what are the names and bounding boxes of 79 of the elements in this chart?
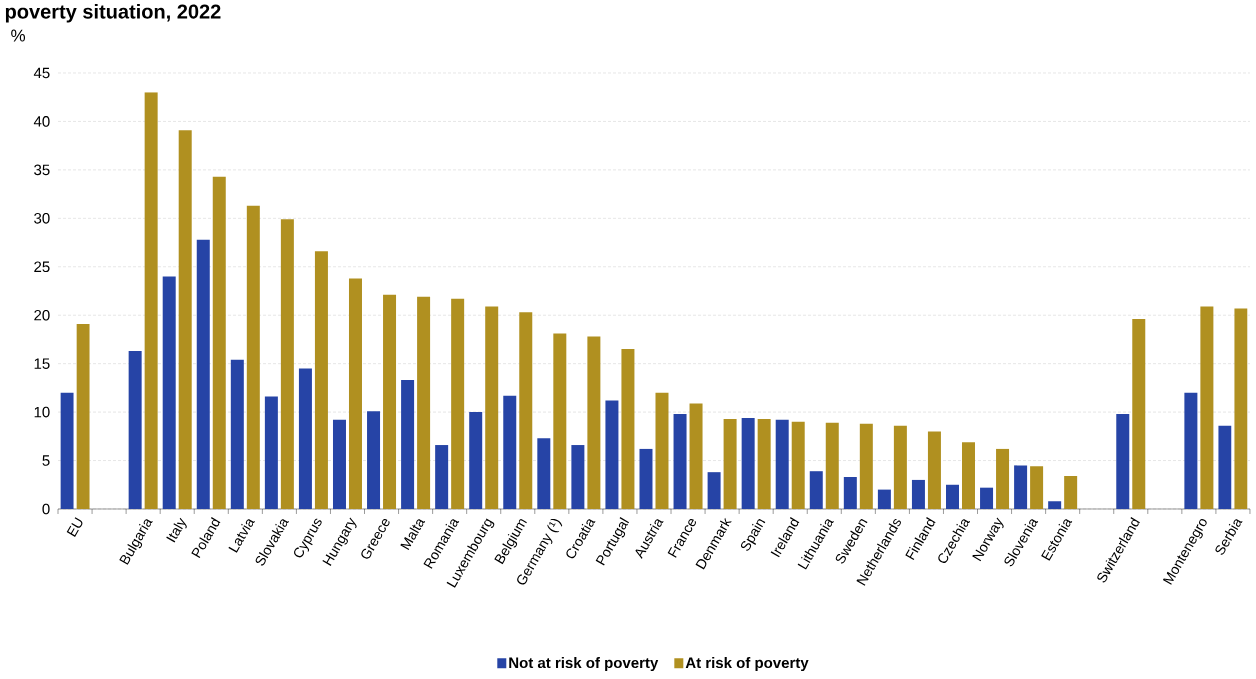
bar: [348, 278, 362, 509]
bar: [1234, 308, 1248, 509]
bar: [128, 351, 142, 509]
bar: [980, 487, 994, 509]
bar: [264, 396, 278, 509]
bar: [1218, 425, 1232, 509]
y-tick-label: 15: [34, 358, 50, 369]
bar: [1048, 501, 1062, 509]
bar: [825, 422, 839, 509]
bar: [196, 239, 210, 509]
y-tick-label: 30: [34, 213, 50, 224]
bar: [791, 421, 805, 509]
bar: [537, 438, 551, 509]
bar: [298, 368, 312, 509]
bar: [469, 412, 483, 509]
bar: [367, 411, 381, 509]
bar: [144, 92, 158, 509]
bar: [877, 489, 891, 509]
bar: [587, 336, 601, 509]
bar: [60, 392, 74, 509]
bar: [1184, 392, 1198, 509]
bar: [775, 419, 789, 509]
bar: [621, 349, 635, 509]
y-tick-label: 45: [33, 67, 50, 79]
chart-title: poverty situation, 2022: [5, 3, 221, 23]
bar: [809, 471, 823, 509]
bar: [553, 333, 567, 509]
bar: [911, 479, 925, 509]
bar: [893, 425, 907, 509]
bar: [162, 276, 176, 509]
bar: [417, 296, 431, 509]
bar: [246, 205, 260, 509]
bar: [485, 306, 499, 509]
bar: [843, 477, 857, 509]
bar: [655, 392, 669, 509]
y-tick-label: 40: [33, 116, 50, 127]
bar: [605, 400, 619, 509]
bar: [741, 417, 755, 509]
bar: [571, 445, 585, 509]
bar: [1116, 414, 1130, 509]
legend-label: At risk of poverty: [685, 657, 809, 672]
bar: [503, 395, 517, 509]
bar: [435, 445, 449, 509]
bar: [178, 130, 192, 509]
bar: [230, 359, 244, 509]
bar: [673, 414, 687, 509]
bar: [945, 484, 959, 509]
bar: [332, 419, 346, 509]
bar: [76, 323, 90, 509]
y-tick-label: 0: [42, 503, 50, 515]
bar: [451, 298, 465, 509]
y-tick-label: 35: [34, 164, 50, 176]
bar: [961, 442, 975, 509]
bar: [1030, 466, 1044, 509]
bar: [996, 448, 1010, 509]
y-tick-label: 25: [34, 261, 50, 273]
bar: [639, 448, 653, 509]
bar: [927, 431, 941, 509]
bar: [280, 219, 294, 509]
bar: [383, 294, 397, 509]
bar: [1200, 306, 1214, 509]
bar: [757, 418, 771, 509]
bar: [519, 312, 533, 509]
bar: [859, 423, 873, 509]
bar: [1132, 319, 1146, 509]
y-tick-label: 10: [34, 406, 50, 418]
bar: [314, 251, 328, 509]
x-tick-label: EU: [66, 517, 83, 537]
bar: [723, 418, 737, 509]
y-axis-title: %: [11, 29, 26, 42]
bar: [212, 176, 226, 509]
bar: [1064, 476, 1078, 509]
y-tick-label: 5: [42, 455, 50, 466]
y-tick-label: 20: [34, 309, 50, 321]
bar: [401, 380, 415, 509]
legend-label: Not at risk of poverty: [509, 657, 659, 672]
bar: [689, 403, 703, 509]
bar: [1014, 465, 1028, 509]
bar: [707, 472, 721, 509]
